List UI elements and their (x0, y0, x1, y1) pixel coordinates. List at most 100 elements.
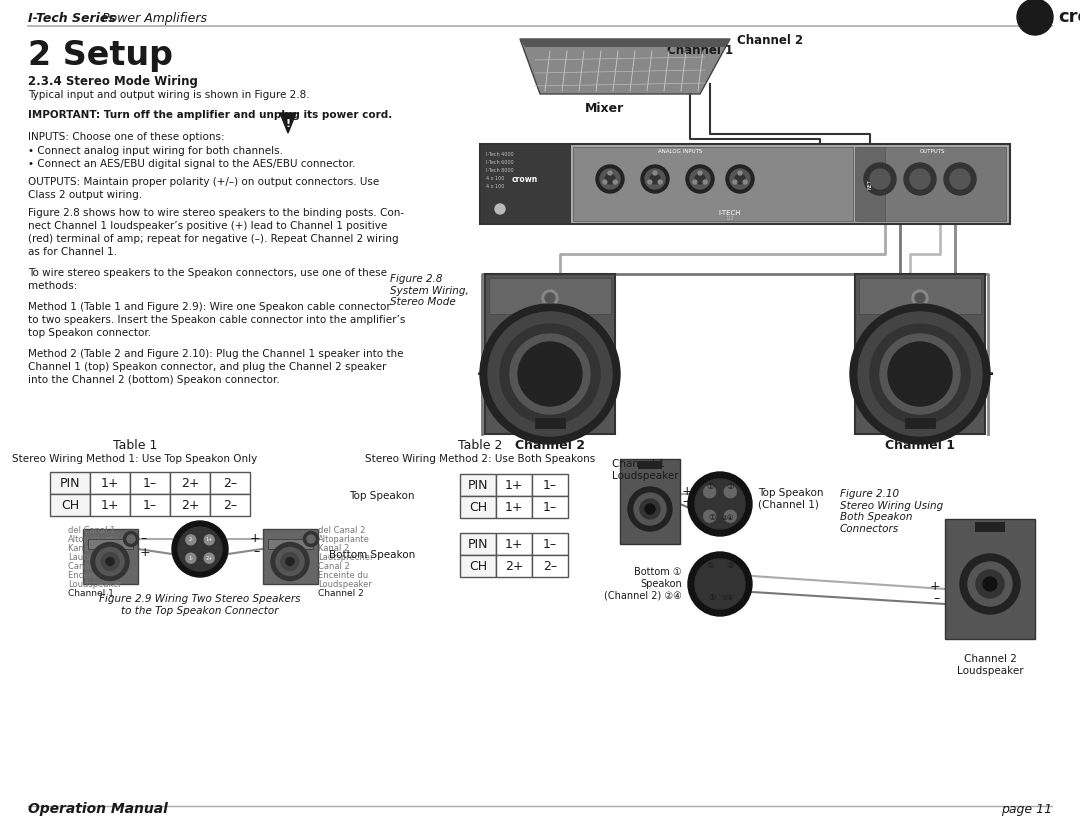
Text: 1+: 1+ (504, 500, 523, 514)
Text: del Canal 2: del Canal 2 (318, 526, 365, 535)
Circle shape (648, 180, 652, 184)
Circle shape (178, 527, 222, 571)
Text: OUTPUTS: Maintain proper polarity (+/–) on output connectors. Use: OUTPUTS: Maintain proper polarity (+/–) … (28, 177, 379, 187)
Circle shape (696, 559, 745, 609)
Circle shape (726, 165, 754, 193)
Text: 2+: 2+ (180, 499, 199, 511)
Circle shape (276, 547, 303, 575)
Text: ①: ① (708, 514, 716, 522)
Circle shape (605, 174, 615, 184)
Circle shape (690, 169, 710, 189)
Text: OUTPUTS: OUTPUTS (919, 149, 945, 154)
Text: 2-: 2- (188, 537, 193, 542)
Circle shape (303, 531, 319, 546)
Text: ANALOG INPUTS: ANALOG INPUTS (658, 149, 702, 154)
Text: page 11: page 11 (1001, 803, 1052, 816)
Bar (496, 496, 532, 518)
Text: INPUTS: Choose one of these options:: INPUTS: Choose one of these options: (28, 132, 225, 142)
Text: 1–: 1– (143, 499, 157, 511)
Circle shape (123, 531, 138, 546)
Text: I-Tech 4000: I-Tech 4000 (486, 152, 514, 157)
Text: 1+: 1+ (504, 479, 523, 491)
Circle shape (692, 180, 697, 184)
Bar (496, 533, 532, 555)
Text: Figure 2.9 Wiring Two Stereo Speakers: Figure 2.9 Wiring Two Stereo Speakers (99, 594, 300, 604)
Text: I-Tech Series: I-Tech Series (28, 12, 116, 25)
Text: Enceinte du: Enceinte du (318, 571, 368, 580)
Bar (460, 533, 496, 555)
Circle shape (127, 535, 135, 543)
Text: • Connect an AES/EBU digital signal to the AES/EBU connector.: • Connect an AES/EBU digital signal to t… (28, 159, 355, 169)
Text: to two speakers. Insert the Speakon cable connector into the amplifier’s: to two speakers. Insert the Speakon cabl… (28, 315, 405, 325)
Text: 2–: 2– (222, 499, 238, 511)
Bar (620, 459, 680, 544)
Circle shape (688, 472, 752, 536)
Text: Top Speakon: Top Speakon (350, 491, 415, 501)
Circle shape (645, 504, 654, 514)
Text: 1+: 1+ (100, 476, 119, 490)
Circle shape (850, 304, 990, 444)
Text: +: + (681, 485, 692, 498)
Text: Channel 1: Channel 1 (667, 44, 733, 57)
Bar (480, 144, 1010, 224)
Circle shape (904, 163, 936, 195)
Text: –: – (140, 532, 146, 545)
Circle shape (658, 180, 662, 184)
Text: Method 2 (Table 2 and Figure 2.10): Plug the Channel 1 speaker into the: Method 2 (Table 2 and Figure 2.10): Plug… (28, 349, 404, 359)
Text: Method 1 (Table 1 and Figure 2.9): Wire one Speakon cable connector: Method 1 (Table 1 and Figure 2.9): Wire … (28, 302, 391, 312)
Text: I-Tech 8000: I-Tech 8000 (486, 168, 514, 173)
Text: Channel 2: Channel 2 (318, 589, 364, 598)
Text: Altoparlante: Altoparlante (318, 535, 369, 544)
Text: 2+: 2+ (205, 555, 213, 560)
Bar (496, 474, 532, 496)
Text: CH: CH (469, 560, 487, 572)
Circle shape (735, 174, 745, 184)
Circle shape (286, 557, 294, 565)
Text: I-TECH: I-TECH (719, 210, 741, 216)
Bar (496, 555, 532, 577)
Text: +: + (901, 364, 919, 384)
Circle shape (858, 312, 982, 436)
Text: 4 x 100: 4 x 100 (486, 184, 504, 189)
Circle shape (204, 535, 214, 545)
Circle shape (307, 535, 315, 543)
Circle shape (653, 171, 657, 175)
Circle shape (634, 493, 666, 525)
Text: 2–: 2– (543, 560, 557, 572)
Text: Canal 2: Canal 2 (318, 562, 350, 571)
Circle shape (1025, 7, 1045, 27)
Text: 2+: 2+ (504, 560, 523, 572)
Text: crown: crown (1058, 8, 1080, 26)
Text: NET: NET (867, 179, 873, 189)
Text: 1+: 1+ (100, 499, 119, 511)
Circle shape (186, 535, 195, 545)
Text: (red) terminal of amp; repeat for negative (–). Repeat Channel 2 wiring: (red) terminal of amp; repeat for negati… (28, 234, 399, 244)
Bar (262, 529, 318, 584)
Text: Bottom ①
Speakon
(Channel 2) ②④: Bottom ① Speakon (Channel 2) ②④ (604, 567, 681, 600)
Circle shape (495, 204, 505, 214)
Circle shape (480, 304, 620, 444)
Text: 2 Setup: 2 Setup (28, 39, 173, 72)
Circle shape (880, 334, 960, 414)
Bar (90, 472, 130, 494)
Circle shape (960, 554, 1020, 614)
Circle shape (91, 542, 129, 580)
Circle shape (640, 499, 660, 519)
Text: ②: ② (726, 561, 733, 570)
Text: Stereo Wiring Method 2: Use Both Speakons: Stereo Wiring Method 2: Use Both Speakon… (365, 454, 595, 464)
Bar (170, 472, 210, 494)
Text: Channel 1 (top) Speakon connector, and plug the Channel 2 speaker: Channel 1 (top) Speakon connector, and p… (28, 362, 387, 372)
Circle shape (613, 180, 617, 184)
Text: Power Amplifiers: Power Amplifiers (98, 12, 207, 25)
Circle shape (915, 293, 924, 303)
Bar (905, 418, 935, 428)
Text: 1–: 1– (143, 476, 157, 490)
Circle shape (944, 163, 976, 195)
Text: To wire stereo speakers to the Speakon connectors, use one of these: To wire stereo speakers to the Speakon c… (28, 268, 387, 278)
Text: –: – (681, 495, 688, 509)
Circle shape (106, 557, 114, 565)
Bar (485, 274, 615, 434)
Circle shape (968, 562, 1012, 606)
Text: ①: ① (708, 594, 716, 602)
Circle shape (96, 547, 124, 575)
